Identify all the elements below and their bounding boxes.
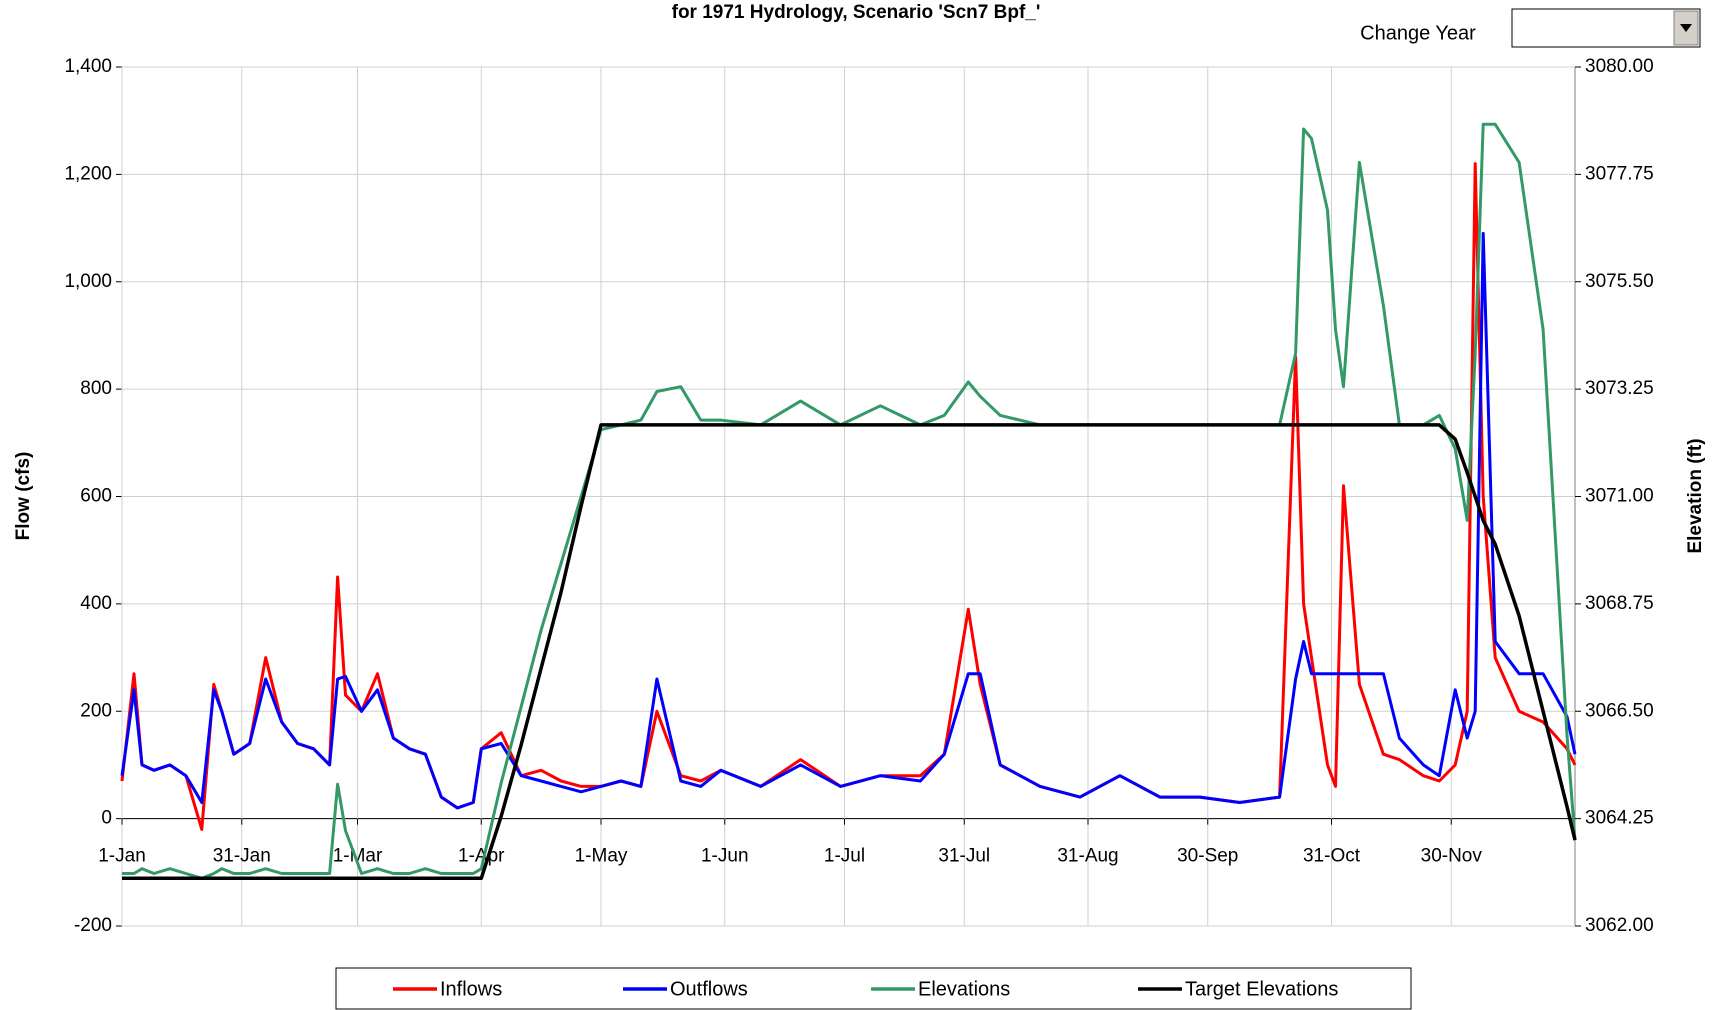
year-dropdown[interactable] [1511, 8, 1701, 48]
y2-tick-label: 3075.50 [1585, 271, 1654, 292]
series-line [122, 423, 1577, 881]
x-tick-label: 31-Aug [1057, 846, 1118, 867]
y2-tick-label: 3068.75 [1585, 593, 1654, 614]
y-tick-label: 200 [80, 700, 112, 721]
x-tick-label: 30-Sep [1177, 846, 1238, 867]
y2-axis-label: Elevation (ft) [1685, 438, 1706, 553]
y2-tick-label: 3073.25 [1585, 378, 1654, 399]
y-tick-label: 1,000 [64, 271, 112, 292]
x-tick-label: 31-Oct [1303, 846, 1361, 867]
legend-label: Inflows [440, 978, 502, 1000]
legend-label: Elevations [918, 978, 1010, 1000]
series-line [122, 122, 1577, 880]
y2-tick-label: 3080.00 [1585, 56, 1654, 77]
dropdown-arrow [1680, 24, 1692, 32]
y-tick-label: 0 [101, 808, 112, 829]
y2-tick-label: 3077.75 [1585, 163, 1654, 184]
x-tick-label: 1-Jul [824, 846, 865, 867]
legend-label: Target Elevations [1185, 978, 1338, 1000]
change-year-label: Change Year [1360, 22, 1476, 44]
x-tick-label: 30-Nov [1421, 846, 1483, 867]
legend-label: Outflows [670, 978, 748, 1000]
y-tick-label: 1,400 [64, 56, 112, 77]
x-tick-label: 1-Jun [701, 846, 749, 867]
x-tick-label: 1-May [575, 846, 628, 867]
y-axis-label: Flow (cfs) [13, 452, 34, 541]
y2-tick-label: 3064.25 [1585, 808, 1654, 829]
y-tick-label: -200 [74, 915, 112, 936]
y-tick-label: 800 [80, 378, 112, 399]
y2-tick-label: 3071.00 [1585, 486, 1654, 507]
x-tick-label: 31-Jan [213, 846, 271, 867]
y2-tick-label: 3062.00 [1585, 915, 1654, 936]
dropdown-box[interactable] [1511, 8, 1701, 48]
x-tick-label: 1-Apr [458, 846, 505, 867]
x-tick-label: 31-Jul [938, 846, 990, 867]
x-tick-label: 1-Mar [333, 846, 383, 867]
chart-title: for 1971 Hydrology, Scenario 'Scn7 Bpf_' [672, 2, 1041, 23]
y-tick-label: 1,200 [64, 163, 112, 184]
series-line [120, 231, 1577, 810]
y-tick-label: 400 [80, 593, 112, 614]
y-tick-label: 600 [80, 486, 112, 507]
x-tick-label: 1-Jan [98, 846, 146, 867]
y2-tick-label: 3066.50 [1585, 700, 1654, 721]
